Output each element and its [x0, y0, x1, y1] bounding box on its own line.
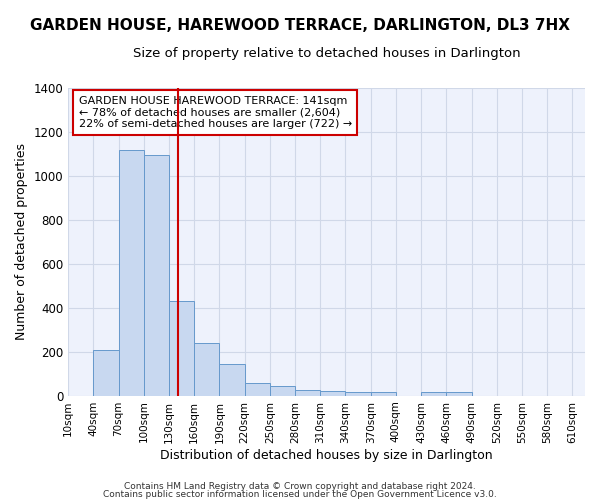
Text: Contains HM Land Registry data © Crown copyright and database right 2024.: Contains HM Land Registry data © Crown c…	[124, 482, 476, 491]
Bar	[446, 392, 472, 396]
Bar	[421, 392, 446, 396]
Bar	[320, 392, 346, 396]
Y-axis label: Number of detached properties: Number of detached properties	[15, 144, 28, 340]
Bar	[144, 155, 169, 396]
Title: Size of property relative to detached houses in Darlington: Size of property relative to detached ho…	[133, 48, 520, 60]
Bar	[194, 344, 220, 396]
Bar	[371, 392, 396, 396]
Bar	[220, 364, 245, 396]
Bar	[295, 390, 320, 396]
Text: GARDEN HOUSE HAREWOOD TERRACE: 141sqm
← 78% of detached houses are smaller (2,60: GARDEN HOUSE HAREWOOD TERRACE: 141sqm ← …	[79, 96, 352, 129]
Bar	[169, 301, 194, 396]
Bar	[245, 382, 270, 396]
Text: Contains public sector information licensed under the Open Government Licence v3: Contains public sector information licen…	[103, 490, 497, 499]
X-axis label: Distribution of detached houses by size in Darlington: Distribution of detached houses by size …	[160, 450, 493, 462]
Bar	[119, 150, 144, 396]
Bar	[94, 350, 119, 396]
Bar	[270, 386, 295, 396]
Bar	[346, 392, 371, 396]
Text: GARDEN HOUSE, HAREWOOD TERRACE, DARLINGTON, DL3 7HX: GARDEN HOUSE, HAREWOOD TERRACE, DARLINGT…	[30, 18, 570, 32]
